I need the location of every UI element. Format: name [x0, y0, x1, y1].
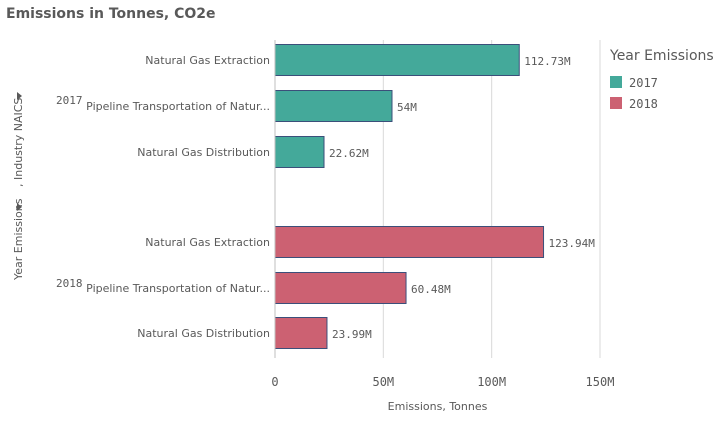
x-axis-title: Emissions, Tonnes	[388, 400, 488, 413]
category-label[interactable]: Pipeline Transportation of Natur...	[86, 100, 270, 113]
chart-title: Emissions in Tonnes, CO2e	[6, 6, 216, 22]
triangle-right-icon[interactable]	[17, 92, 22, 100]
data-label: 112.73M	[524, 55, 571, 68]
legend-label-2018[interactable]: 2018	[629, 97, 658, 111]
bar-2017-2[interactable]	[274, 136, 325, 168]
x-tick-label: 100M	[477, 375, 506, 389]
category-label[interactable]: Pipeline Transportation of Natur...	[86, 282, 270, 295]
data-label: 22.62M	[329, 147, 369, 160]
y-axis-dimensions: Year Emissions , Industry NAICS	[12, 98, 25, 281]
group-label-2018[interactable]: 2018	[56, 277, 83, 290]
grid-layer	[274, 40, 601, 358]
bar-2018-0[interactable]	[274, 226, 545, 258]
bar-2017-1[interactable]	[274, 90, 393, 122]
legend-label-2017[interactable]: 2017	[629, 76, 658, 90]
bars-layer	[274, 44, 545, 349]
legend-title: Year Emissions	[609, 48, 714, 64]
x-tick-label: 50M	[372, 375, 394, 389]
y-dim-industry-label: , Industry NAICS	[12, 98, 25, 187]
x-tick-label: 0	[271, 375, 278, 389]
group-label-2017[interactable]: 2017	[56, 94, 83, 107]
legend: Year Emissions 2017 2018	[609, 48, 714, 111]
data-label: 23.99M	[332, 328, 372, 341]
category-label[interactable]: Natural Gas Distribution	[137, 327, 270, 340]
data-label: 123.94M	[549, 237, 596, 250]
category-label[interactable]: Natural Gas Extraction	[145, 54, 270, 67]
bar-2017-0[interactable]	[274, 44, 520, 76]
axis-layer: 0 50M 100M 150M Emissions, Tonnes Year Emissi…	[12, 40, 614, 413]
labels-layer: 112.73M Natural Gas Extraction 54M Pipeline…	[56, 54, 595, 341]
category-label[interactable]: Natural Gas Extraction	[145, 236, 270, 249]
data-label: 60.48M	[411, 283, 451, 296]
bar-2018-1[interactable]	[274, 272, 407, 304]
triangle-right-icon[interactable]	[17, 203, 22, 211]
legend-swatch-2017[interactable]	[610, 76, 622, 88]
y-dim-year-label: Year Emissions	[12, 198, 25, 281]
bar-2018-2[interactable]	[274, 317, 328, 349]
data-label: 54M	[397, 101, 417, 114]
category-label[interactable]: Natural Gas Distribution	[137, 146, 270, 159]
x-tick-label: 150M	[586, 375, 615, 389]
legend-swatch-2018[interactable]	[610, 97, 622, 109]
